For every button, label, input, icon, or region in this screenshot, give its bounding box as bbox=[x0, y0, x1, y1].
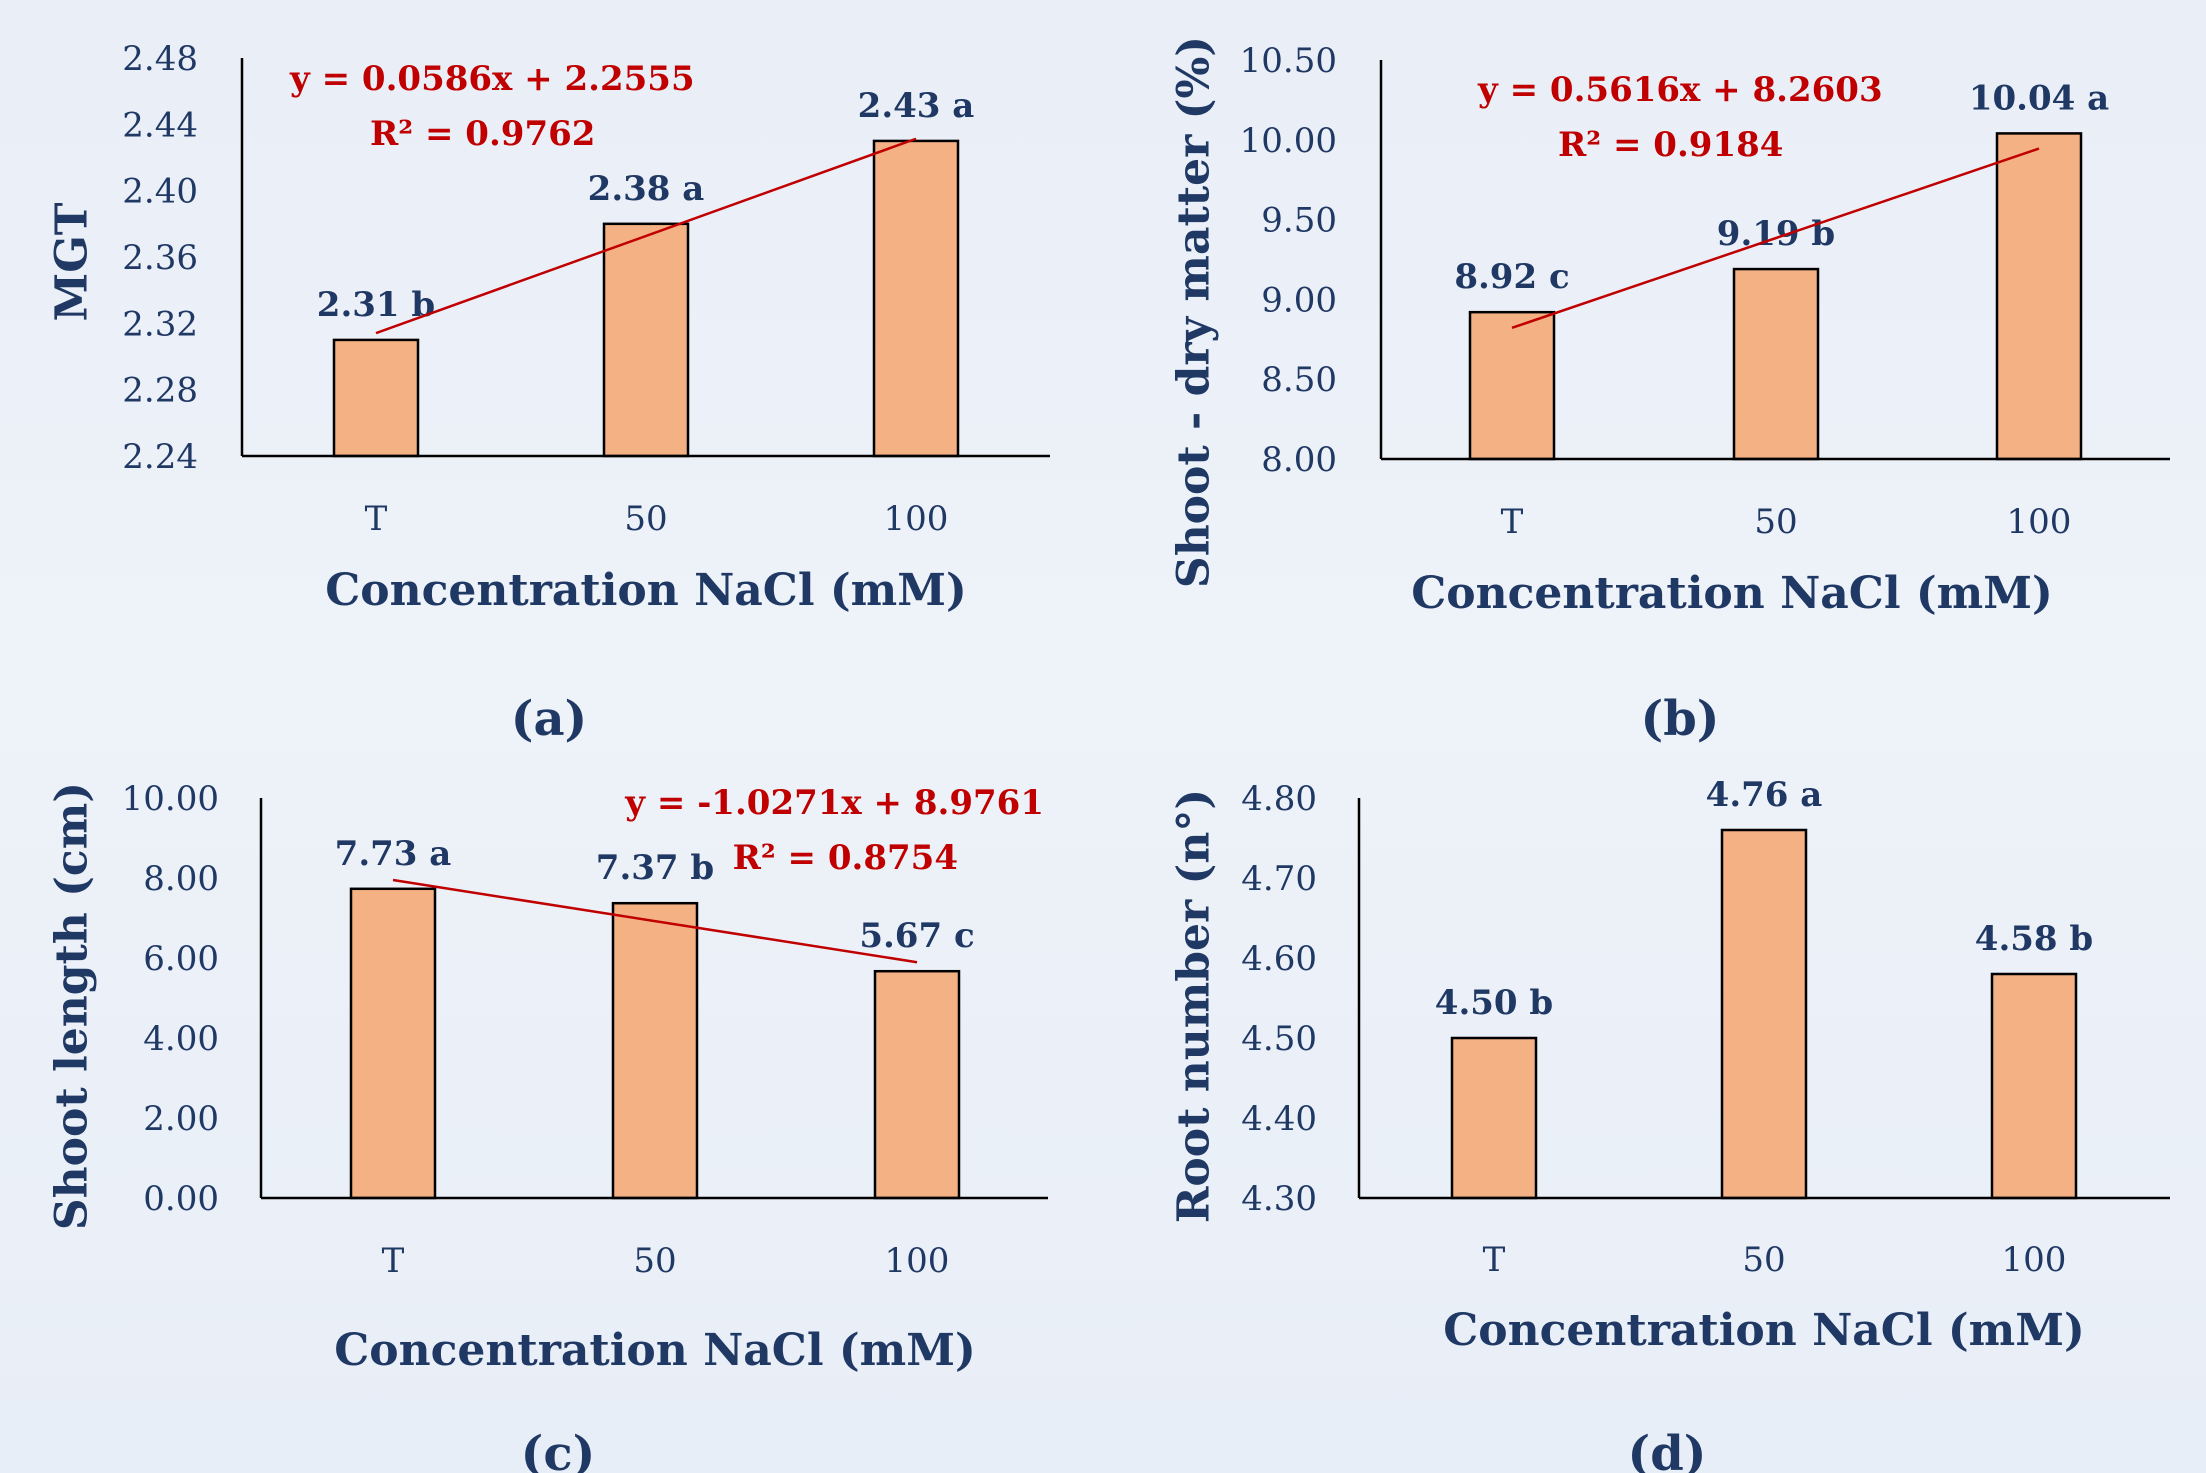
x-tick-label: T bbox=[382, 1241, 405, 1281]
x-tick-label: T bbox=[365, 499, 388, 539]
bar-50 bbox=[602, 222, 690, 458]
trendline-equation: y = 0.5616x + 8.2603 bbox=[1477, 70, 1883, 110]
y-tick-label: 4.50 bbox=[1241, 1019, 1317, 1059]
bar-50 bbox=[1720, 828, 1808, 1200]
y-axis-title: Shoot - dry matter (%) bbox=[1169, 36, 1220, 588]
y-tick-label: 2.40 bbox=[122, 172, 198, 212]
y-axis-title: MGT bbox=[47, 202, 98, 321]
x-tick-label: 100 bbox=[2007, 502, 2072, 542]
y-tick-label: 2.44 bbox=[122, 105, 198, 145]
x-tick-label: 50 bbox=[624, 499, 667, 539]
trendline bbox=[392, 878, 918, 964]
x-tick-label: 50 bbox=[1742, 1240, 1785, 1280]
data-label: 7.37 b bbox=[596, 848, 714, 888]
bar-50 bbox=[1732, 267, 1820, 461]
x-tick-label: 100 bbox=[885, 1241, 950, 1281]
x-axis-title: Concentration NaCl (mM) bbox=[325, 565, 967, 616]
bar-100 bbox=[872, 139, 960, 458]
panel-label: (b) bbox=[1641, 691, 1720, 747]
y-tick-label: 10.00 bbox=[122, 779, 219, 819]
y-axis-title: Shoot length (cm) bbox=[47, 782, 98, 1230]
x-axis-title: Concentration NaCl (mM) bbox=[1411, 568, 2053, 619]
y-tick-label: 4.30 bbox=[1241, 1179, 1317, 1219]
y-tick-label: 8.50 bbox=[1261, 360, 1337, 400]
bar-50 bbox=[611, 901, 699, 1200]
data-label: 2.38 a bbox=[588, 169, 705, 209]
panel-label: (c) bbox=[521, 1426, 596, 1473]
trendline bbox=[1511, 147, 2040, 330]
x-tick-label: 50 bbox=[633, 1241, 676, 1281]
y-tick-label: 10.50 bbox=[1240, 41, 1337, 81]
y-tick-label: 0.00 bbox=[143, 1179, 219, 1219]
x-tick-label: 50 bbox=[1754, 502, 1797, 542]
y-tick-label: 2.36 bbox=[122, 238, 198, 278]
bar-100 bbox=[1990, 972, 2078, 1200]
y-tick-label: 2.24 bbox=[122, 437, 198, 477]
trendline-r2: R² = 0.8754 bbox=[733, 838, 958, 878]
trendline bbox=[375, 137, 917, 335]
trendline-r2: R² = 0.9762 bbox=[370, 114, 595, 154]
y-tick-label: 8.00 bbox=[1261, 440, 1337, 480]
y-tick-label: 4.70 bbox=[1241, 859, 1317, 899]
bar-T bbox=[349, 887, 437, 1200]
y-tick-label: 8.00 bbox=[143, 859, 219, 899]
x-axis-title: Concentration NaCl (mM) bbox=[334, 1325, 976, 1376]
y-tick-label: 9.50 bbox=[1261, 201, 1337, 241]
y-tick-label: 4.80 bbox=[1241, 779, 1317, 819]
bar-T bbox=[1450, 1036, 1538, 1200]
trendline-equation: y = -1.0271x + 8.9761 bbox=[624, 783, 1044, 823]
y-tick-label: 2.00 bbox=[143, 1099, 219, 1139]
data-label: 4.76 a bbox=[1706, 775, 1823, 815]
y-tick-label: 9.00 bbox=[1261, 280, 1337, 320]
bar-T bbox=[1468, 310, 1556, 461]
x-axis-title: Concentration NaCl (mM) bbox=[1443, 1305, 2085, 1356]
data-label: 5.67 c bbox=[859, 916, 974, 956]
data-label: 8.92 c bbox=[1454, 257, 1569, 297]
x-tick-label: 100 bbox=[2002, 1240, 2067, 1280]
y-tick-label: 2.32 bbox=[122, 304, 198, 344]
data-label: 7.73 a bbox=[335, 834, 452, 874]
data-label: 2.43 a bbox=[858, 86, 975, 126]
y-tick-label: 2.28 bbox=[122, 371, 198, 411]
y-tick-label: 4.40 bbox=[1241, 1099, 1317, 1139]
x-tick-label: T bbox=[1483, 1240, 1506, 1280]
bar-100 bbox=[1995, 132, 2083, 461]
y-tick-label: 6.00 bbox=[143, 939, 219, 979]
data-label: 4.58 b bbox=[1975, 919, 2093, 959]
trendline-equation: y = 0.0586x + 2.2555 bbox=[289, 59, 695, 99]
x-tick-label: T bbox=[1501, 502, 1524, 542]
y-tick-label: 4.00 bbox=[143, 1019, 219, 1059]
bar-100 bbox=[873, 969, 961, 1200]
trendline-r2: R² = 0.9184 bbox=[1558, 125, 1783, 165]
panel-label: (d) bbox=[1628, 1426, 1707, 1473]
bar-T bbox=[332, 338, 420, 458]
data-label: 4.50 b bbox=[1435, 983, 1553, 1023]
y-tick-label: 4.60 bbox=[1241, 939, 1317, 979]
y-tick-label: 10.00 bbox=[1240, 121, 1337, 161]
data-label: 10.04 a bbox=[1969, 78, 2109, 118]
x-tick-label: 100 bbox=[884, 499, 949, 539]
data-label: 9.19 b bbox=[1717, 214, 1835, 254]
y-axis-title: Root number (n°) bbox=[1169, 789, 1220, 1223]
panel-label: (a) bbox=[511, 691, 588, 747]
y-tick-label: 2.48 bbox=[122, 39, 198, 79]
